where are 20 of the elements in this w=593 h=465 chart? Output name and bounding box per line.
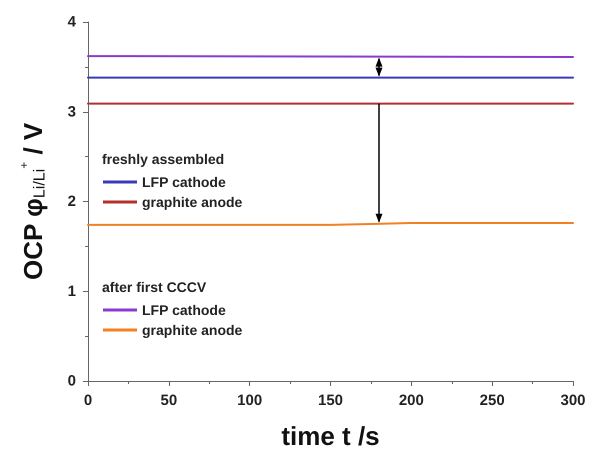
legend-label: graphite anode [142, 322, 243, 338]
y-tick-label: 2 [68, 193, 76, 210]
x-tick-label: 100 [237, 392, 262, 409]
x-tick-label: 200 [398, 392, 424, 409]
annotation: freshly assembled [102, 151, 224, 167]
legend-label: LFP cathode [142, 302, 226, 318]
y-axis-title: OCP φLi/Li+ / V [17, 122, 48, 280]
annotation: after first CCCV [102, 279, 207, 295]
x-tick-label: 300 [560, 392, 586, 409]
x-tick-label: 150 [318, 392, 344, 409]
y-tick-label: 3 [68, 103, 76, 120]
x-axis-title: time t /s [281, 421, 380, 451]
legend-label: LFP cathode [142, 174, 226, 190]
legend-label: graphite anode [142, 194, 243, 210]
x-tick-label: 250 [480, 392, 505, 409]
y-tick-label: 0 [68, 372, 76, 390]
y-tick-label: 4 [68, 14, 77, 30]
x-tick-label: 50 [160, 392, 178, 409]
x-tick-label: 0 [84, 392, 92, 409]
y-tick-label: 1 [68, 282, 76, 300]
